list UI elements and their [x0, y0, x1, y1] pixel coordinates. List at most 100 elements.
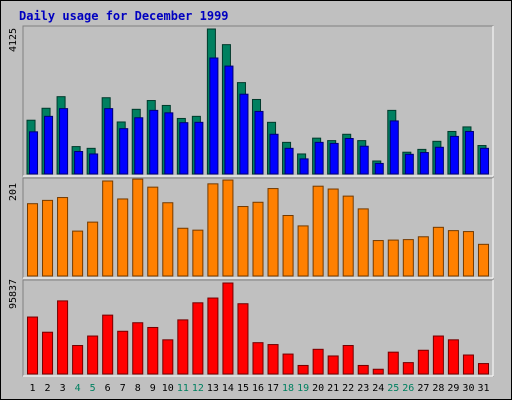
bar-bottom-0-day-13	[207, 297, 219, 375]
x-tick-label-14: 14	[222, 383, 234, 394]
bar-bottom-0-day-15	[237, 303, 249, 375]
bar-top-1-day-23	[359, 145, 369, 175]
bar-top-1-day-21	[329, 142, 339, 175]
x-tick-label-28: 28	[432, 383, 444, 394]
bar-top-1-day-20	[314, 141, 324, 175]
bar-top-1-day-8	[134, 117, 144, 175]
panel-top: 4125	[8, 25, 494, 177]
bar-top-1-day-30	[464, 130, 474, 175]
x-tick-label-27: 27	[417, 383, 429, 394]
x-tick-label-20: 20	[312, 383, 324, 394]
bar-middle-0-day-15	[237, 206, 249, 277]
bar-bottom-0-day-1	[27, 316, 39, 375]
x-tick-label-24: 24	[372, 383, 384, 394]
bar-top-1-day-24	[374, 162, 384, 175]
bar-top-1-day-11	[179, 122, 189, 175]
x-tick-label-29: 29	[447, 383, 459, 394]
x-tick-label-30: 30	[462, 383, 474, 394]
x-tick-label-25: 25	[387, 383, 399, 394]
bar-middle-0-day-30	[462, 231, 474, 277]
bar-top-1-day-31	[479, 147, 490, 175]
bar-middle-0-day-2	[42, 199, 54, 277]
panel-max-label: 4125	[8, 28, 19, 52]
bar-middle-0-day-14	[222, 179, 234, 277]
bar-middle-0-day-24	[372, 240, 384, 277]
bar-bottom-0-day-24	[372, 368, 384, 375]
x-tick-label-10: 10	[162, 383, 174, 394]
bar-bottom-0-day-17	[267, 344, 279, 375]
bar-middle-0-day-9	[147, 186, 159, 277]
panel-max-label: 201	[8, 183, 19, 201]
bar-middle-0-day-21	[327, 188, 339, 277]
x-tick-label-2: 2	[45, 383, 51, 394]
x-axis-labels: 1 2 3 4 5 6 7 8 9 10 11 12 13 14 15 16 17 18 19 20 21 22 23 24 2…	[30, 383, 490, 394]
bar-top-1-day-9	[149, 109, 159, 175]
bar-bottom-0-day-2	[42, 331, 54, 375]
bar-top-1-day-13	[209, 57, 219, 175]
bar-bottom-0-day-14	[222, 282, 234, 375]
bar-middle-0-day-7	[117, 198, 129, 277]
bar-top-1-day-28	[434, 146, 444, 175]
bar-bottom-0-day-26	[402, 362, 414, 375]
bar-bottom-0-day-18	[282, 353, 294, 375]
x-tick-label-19: 19	[297, 383, 309, 394]
bar-bottom-0-day-12	[192, 302, 204, 375]
bar-middle-0-day-16	[252, 201, 264, 277]
x-tick-label-1: 1	[30, 383, 36, 394]
bar-bottom-0-day-8	[132, 322, 144, 375]
bar-bottom-0-day-11	[177, 319, 189, 375]
bar-middle-0-day-11	[177, 227, 189, 277]
x-tick-label-16: 16	[252, 383, 264, 394]
panel-max-label: 95837	[8, 279, 19, 309]
x-tick-label-31: 31	[477, 383, 489, 394]
bar-middle-0-day-4	[72, 230, 84, 277]
bar-bottom-0-day-6	[102, 314, 114, 375]
bar-bottom-0-day-7	[117, 330, 129, 375]
bar-bottom-0-day-27	[417, 349, 429, 375]
bar-bottom-0-day-20	[312, 348, 324, 375]
chart-title: Daily usage for December 1999	[19, 9, 229, 23]
bar-middle-0-day-23	[357, 208, 369, 277]
bar-top-1-day-1	[29, 131, 39, 175]
bar-top-1-day-10	[164, 112, 174, 175]
series-top-1	[29, 57, 490, 175]
x-tick-label-3: 3	[60, 383, 66, 394]
bar-bottom-0-day-30	[462, 354, 474, 375]
series-middle-0	[27, 178, 490, 277]
series-bottom-0	[27, 282, 490, 375]
bar-middle-0-day-28	[432, 226, 444, 277]
bar-middle-0-day-19	[297, 225, 309, 277]
bar-bottom-0-day-28	[432, 335, 444, 375]
bar-top-1-day-4	[74, 151, 84, 175]
x-tick-label-5: 5	[90, 383, 96, 394]
bar-middle-0-day-18	[282, 215, 294, 277]
x-tick-label-7: 7	[120, 383, 126, 394]
chart-panels: 4125 201 95837	[8, 25, 494, 377]
bar-top-1-day-29	[449, 135, 459, 175]
x-tick-label-4: 4	[75, 383, 81, 394]
bar-bottom-0-day-31	[477, 363, 490, 375]
bar-middle-0-day-5	[87, 221, 99, 277]
bar-top-1-day-2	[44, 115, 54, 175]
bar-middle-0-day-20	[312, 185, 324, 277]
x-tick-label-21: 21	[327, 383, 339, 394]
bar-top-1-day-6	[104, 108, 114, 175]
bar-top-1-day-27	[419, 152, 429, 175]
bar-top-1-day-19	[299, 158, 309, 175]
bar-top-1-day-7	[119, 128, 129, 175]
bar-top-1-day-5	[89, 153, 99, 175]
bar-middle-0-day-17	[267, 188, 279, 277]
x-tick-label-13: 13	[207, 383, 219, 394]
bar-top-1-day-15	[239, 93, 249, 175]
bar-top-1-day-25	[389, 120, 399, 175]
x-tick-label-22: 22	[342, 383, 354, 394]
x-tick-label-12: 12	[192, 383, 204, 394]
bar-top-1-day-26	[404, 153, 414, 175]
bar-bottom-0-day-29	[447, 339, 459, 375]
x-tick-label-8: 8	[135, 383, 141, 394]
bar-top-1-day-16	[254, 110, 264, 175]
bar-middle-0-day-8	[132, 178, 144, 277]
x-tick-label-6: 6	[105, 383, 111, 394]
bar-top-1-day-18	[284, 147, 294, 175]
bar-top-1-day-14	[224, 65, 234, 175]
